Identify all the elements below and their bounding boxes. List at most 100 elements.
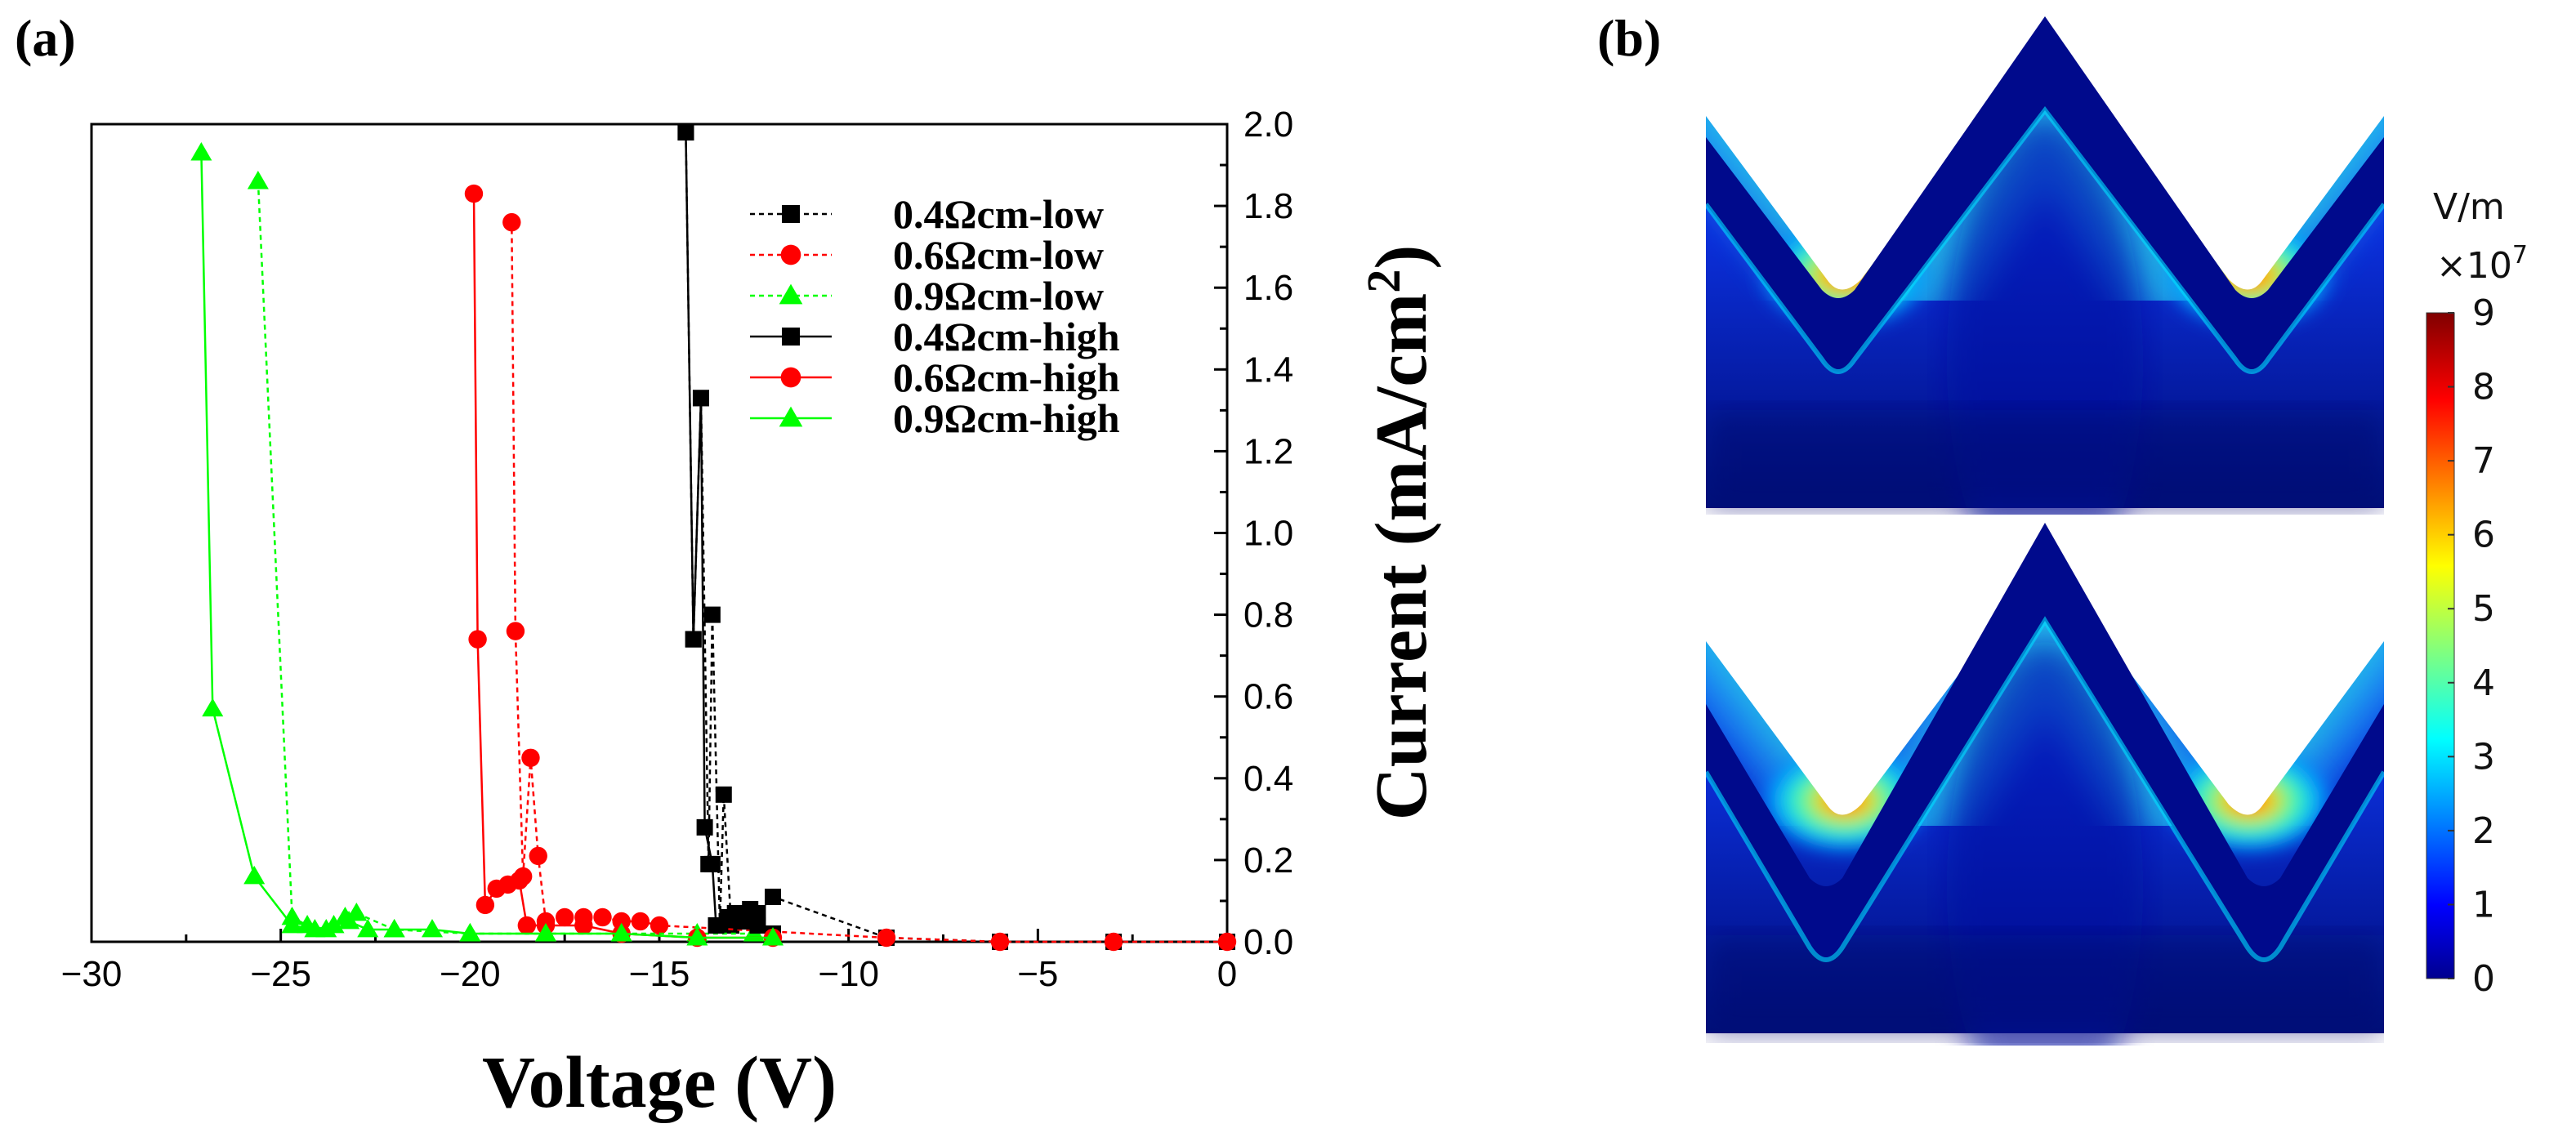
legend-marker bbox=[780, 244, 801, 265]
x-axis-title: Voltage (V) bbox=[482, 1042, 837, 1123]
data-point bbox=[650, 916, 669, 935]
y-tick-label: 1.8 bbox=[1243, 186, 1293, 226]
y-tick-label: 1.0 bbox=[1243, 514, 1293, 554]
data-point bbox=[1104, 932, 1123, 952]
data-point bbox=[593, 907, 612, 927]
legend-entry: 0.9Ωcm-high bbox=[750, 395, 1120, 441]
y-tick-label: 0.4 bbox=[1243, 759, 1293, 799]
data-point bbox=[247, 171, 269, 190]
legend-label: 0.4Ωcm-low bbox=[893, 191, 1104, 237]
series-3 bbox=[247, 171, 765, 942]
data-point bbox=[703, 855, 721, 872]
data-point bbox=[696, 818, 713, 836]
data-point bbox=[877, 928, 896, 948]
x-tick-label: −30 bbox=[61, 954, 123, 994]
colorbar-tick-label: 1 bbox=[2472, 884, 2495, 925]
data-point bbox=[506, 622, 525, 640]
data-point bbox=[685, 631, 702, 648]
legend-marker bbox=[779, 283, 803, 305]
data-point bbox=[765, 888, 781, 905]
data-point bbox=[990, 932, 1010, 952]
data-point bbox=[243, 865, 266, 885]
data-point bbox=[749, 916, 766, 934]
legend-entry: 0.9Ωcm-low bbox=[750, 273, 1104, 319]
colorbar-multiplier-exp: 7 bbox=[2512, 241, 2528, 270]
legend-label: 0.9Ωcm-high bbox=[893, 395, 1120, 441]
legend-entry: 0.6Ωcm-low bbox=[750, 232, 1104, 278]
x-tick-label: −5 bbox=[1017, 954, 1058, 994]
x-tick-label: −25 bbox=[250, 954, 311, 994]
legend-label: 0.9Ωcm-low bbox=[893, 273, 1104, 319]
y-tick-label: 2.0 bbox=[1243, 105, 1293, 145]
data-point bbox=[761, 926, 784, 946]
legend-entry: 0.4Ωcm-low bbox=[750, 191, 1104, 237]
series-line bbox=[685, 132, 774, 935]
colorbar-gradient bbox=[2426, 312, 2455, 979]
data-point bbox=[304, 918, 326, 938]
y-axis-title-main: Current (mA/cm bbox=[1361, 293, 1442, 821]
data-point bbox=[487, 879, 506, 899]
data-point bbox=[338, 910, 360, 930]
data-point bbox=[631, 912, 650, 931]
data-point bbox=[534, 922, 557, 942]
data-point bbox=[190, 142, 212, 161]
data-point bbox=[502, 212, 521, 232]
legend-label: 0.4Ωcm-high bbox=[893, 314, 1120, 359]
field-map-top bbox=[1706, 16, 2384, 515]
y-axis-title-close: ) bbox=[1361, 245, 1442, 270]
series-line bbox=[511, 222, 1227, 943]
colorbar-tick-label: 5 bbox=[2472, 588, 2495, 630]
x-tick-label: −20 bbox=[440, 954, 501, 994]
iv-chart: −30 −25 −20 −15 −10 −5 0 0.0 0.2 0.4 0.6 0.8 1.0 1.2… bbox=[61, 105, 1442, 1123]
y-tick-label: 0.2 bbox=[1243, 841, 1293, 881]
data-point bbox=[475, 895, 495, 915]
data-point bbox=[734, 912, 751, 930]
data-point bbox=[574, 916, 593, 935]
data-point bbox=[521, 748, 540, 767]
y-axis-ticks: 0.0 0.2 0.4 0.6 0.8 1.0 1.2 1.4 1.6 1.8 2.0 bbox=[1214, 105, 1293, 962]
series-5 bbox=[464, 184, 783, 948]
y-tick-label: 1.4 bbox=[1243, 350, 1293, 390]
data-point bbox=[1217, 932, 1237, 952]
legend-entry: 0.6Ωcm-high bbox=[750, 355, 1120, 400]
x-axis-ticks: −30 −25 −20 −15 −10 −5 0 bbox=[61, 929, 1237, 994]
y-tick-label: 0.0 bbox=[1243, 922, 1293, 962]
legend-marker bbox=[779, 406, 803, 427]
data-point bbox=[703, 606, 721, 623]
y-axis-title-sup: 2 bbox=[1357, 270, 1410, 293]
colorbar-tick-label: 4 bbox=[2472, 662, 2495, 704]
panel-b-label: (b) bbox=[1597, 9, 1661, 67]
series-layer bbox=[190, 124, 1237, 952]
legend-marker bbox=[782, 328, 800, 346]
data-point bbox=[459, 922, 481, 942]
legend-label: 0.6Ωcm-low bbox=[893, 232, 1104, 278]
x-tick-label: 0 bbox=[1217, 954, 1237, 994]
colorbar-tick-label: 7 bbox=[2472, 440, 2495, 482]
colorbar-multiplier-base: ×10 bbox=[2436, 245, 2512, 287]
data-point bbox=[517, 916, 537, 935]
panel-a-label: (a) bbox=[15, 9, 76, 67]
y-tick-label: 1.6 bbox=[1243, 268, 1293, 308]
data-point bbox=[686, 926, 708, 946]
data-point bbox=[464, 184, 484, 203]
data-point bbox=[708, 916, 725, 934]
legend-entry: 0.4Ωcm-high bbox=[750, 314, 1120, 359]
colorbar-multiplier: ×107 bbox=[2436, 241, 2528, 287]
legend: 0.4Ωcm-low0.6Ωcm-low0.9Ωcm-low0.4Ωcm-hig… bbox=[750, 191, 1120, 441]
data-point bbox=[692, 390, 709, 407]
field-map-bottom bbox=[1706, 523, 2384, 1046]
data-point bbox=[468, 630, 487, 649]
data-point bbox=[677, 124, 694, 141]
y-tick-label: 0.8 bbox=[1243, 595, 1293, 635]
data-point bbox=[323, 914, 345, 934]
series-line bbox=[257, 181, 754, 935]
data-point bbox=[357, 918, 379, 938]
colorbar-tick-label: 0 bbox=[2472, 958, 2495, 1000]
x-tick-label: −10 bbox=[818, 954, 879, 994]
series-line bbox=[472, 194, 773, 939]
y-tick-label: 1.2 bbox=[1243, 431, 1293, 471]
data-point bbox=[421, 918, 444, 938]
data-point bbox=[555, 907, 574, 927]
